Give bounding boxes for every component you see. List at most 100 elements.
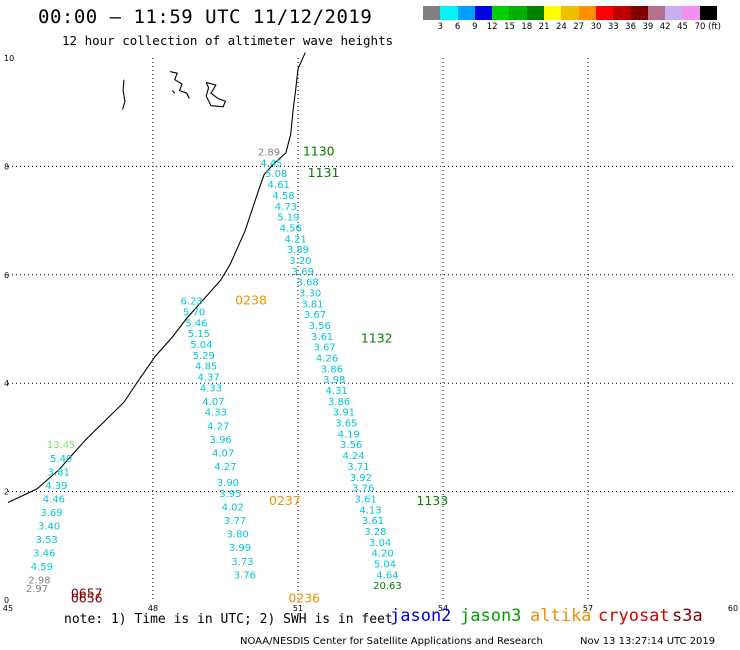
colorbar-swatch [423, 6, 441, 20]
track-time-label: 0236 [288, 591, 320, 606]
swh-value-label: 3.91 [333, 408, 355, 419]
swh-value-label: 5.04 [190, 340, 212, 351]
colorbar-swatch [492, 6, 510, 20]
track-time-label: 1131 [308, 165, 340, 180]
swh-value-label: 4.07 [212, 448, 234, 459]
swh-value-label: 5.04 [374, 559, 396, 570]
swh-value-label: 5.29 [193, 351, 215, 362]
swh-value-label: 4.39 [45, 481, 67, 492]
swh-value-label: 3.71 [347, 462, 369, 473]
swh-value-label: 2.98 [28, 576, 50, 587]
track-time-label: 1130 [303, 144, 335, 159]
swh-value-label: 3.65 [335, 419, 357, 430]
swh-value-label: 3.99 [229, 543, 251, 554]
swh-value-label: 3.69 [292, 267, 314, 278]
colorbar-label: 3 [437, 22, 444, 32]
legend-note: note: 1) Time is in UTC; 2) SWH is in fe… [64, 612, 393, 627]
y-tick-label: 0 [4, 596, 9, 605]
swh-value-label: 2.89 [258, 148, 280, 159]
swh-value-label: 3.76 [234, 570, 256, 581]
swh-value-label: 4.59 [31, 562, 53, 573]
swh-value-label: 5.08 [265, 169, 287, 180]
swh-value-label: 3.95 [219, 489, 241, 500]
colorbar-swatch [457, 6, 475, 20]
island-outline [169, 71, 190, 99]
swh-value-label: 4.26 [316, 354, 338, 365]
colorbar-swatch [665, 6, 683, 20]
swh-value-label: 2.97 [26, 584, 48, 595]
swh-value-label: 3.76 [352, 484, 374, 495]
colorbar-labels: 3 6 9 12 15 18 21 24 27 30 33 36 39 42 45 70 (ft) [423, 22, 735, 34]
swh-value-label: 3.90 [217, 478, 239, 489]
swh-value-label: 4.07 [202, 397, 224, 408]
swh-value-label: 3.53 [36, 535, 58, 546]
swh-value-label: 5.40 [50, 454, 72, 465]
track-time-label: 0237 [269, 493, 301, 508]
legend-s3a: s3a [672, 606, 703, 626]
colorbar-label: 6 [454, 22, 461, 32]
track-time-label: 0657 [71, 585, 103, 600]
swh-value-label: 3.86 [321, 364, 343, 375]
swh-value-label: 3.69 [40, 508, 62, 519]
colorbar-swatch [509, 6, 527, 20]
colorbar-swatch [544, 6, 562, 20]
y-tick-label: 8 [4, 162, 9, 171]
swh-value-label: 3.61 [355, 494, 377, 505]
colorbar-label: 21 [538, 22, 550, 32]
swh-value-label: 4.73 [275, 202, 297, 213]
colorbar-swatch [613, 6, 631, 20]
colorbar-label: 70 (ft) [694, 22, 721, 32]
legend-altika: altika [530, 606, 592, 626]
island-outline [205, 81, 227, 108]
colorbar-swatch [630, 6, 648, 20]
footer-credit: NOAA/NESDIS Center for Satellite Applica… [240, 636, 543, 647]
map-subtitle: 12 hour collection of altimeter wave hei… [62, 33, 394, 48]
x-tick-label: 48 [148, 604, 158, 613]
swh-value-label: 3.20 [289, 256, 311, 267]
track-time-label: 1132 [361, 331, 393, 346]
colorbar-swatch [595, 6, 614, 20]
swh-value-label: 3.81 [48, 467, 70, 478]
swh-value-label: 4.24 [342, 451, 364, 462]
x-tick-label: 51 [293, 604, 303, 613]
swh-value-label: 4.13 [359, 505, 381, 516]
swh-value-label: 3.77 [224, 516, 246, 527]
x-tick-label: 57 [583, 604, 593, 613]
swh-value-label: 4.58 [272, 191, 294, 202]
swh-value-label: 6.23 [181, 297, 203, 308]
swh-value-label: 3.81 [301, 299, 323, 310]
track-time-label: 0238 [235, 293, 267, 308]
y-tick-label: 6 [4, 271, 9, 280]
swh-value-label: 5.46 [185, 318, 207, 329]
legend-cryosat: cryosat [598, 606, 670, 626]
swh-value-label: 4.56 [280, 223, 302, 234]
swh-value-label: 4.21 [284, 234, 306, 245]
colorbar-label: 24 [555, 22, 567, 32]
swh-value-label: 4.33 [200, 383, 222, 394]
colorbar-swatch [561, 6, 579, 20]
swh-value-label: 3.86 [328, 397, 350, 408]
x-tick-label: 45 [3, 604, 13, 613]
colorbar-swatch [699, 6, 718, 20]
swh-value-label: 20.63 [373, 581, 402, 592]
swh-value-label: 4.19 [338, 429, 360, 440]
footer-timestamp: Nov 13 13:27:14 UTC 2019 [580, 636, 716, 647]
y-tick-label: 2 [4, 488, 9, 497]
swh-value-label: 4.02 [222, 503, 244, 514]
swh-value-label: 3.40 [38, 522, 60, 533]
swh-value-label: 5.19 [277, 213, 299, 224]
swh-value-label: 4.31 [326, 386, 348, 397]
swh-value-label: 3.73 [231, 557, 253, 568]
coastline [7, 52, 306, 503]
colorbar-label: 39 [642, 22, 654, 32]
legend-jason3: jason3 [460, 606, 522, 626]
swh-value-label: 3.28 [364, 527, 386, 538]
colorbar-label: 15 [504, 22, 515, 32]
swh-value-label: 3.46 [33, 549, 55, 560]
swh-value-label: 4.20 [371, 549, 393, 560]
swh-value-label: 3.67 [313, 343, 335, 354]
swh-value-label: 4.33 [205, 408, 227, 419]
swh-value-label: 4.27 [207, 421, 229, 432]
x-tick-label: 54 [438, 604, 448, 613]
swh-colorbar [423, 6, 718, 20]
